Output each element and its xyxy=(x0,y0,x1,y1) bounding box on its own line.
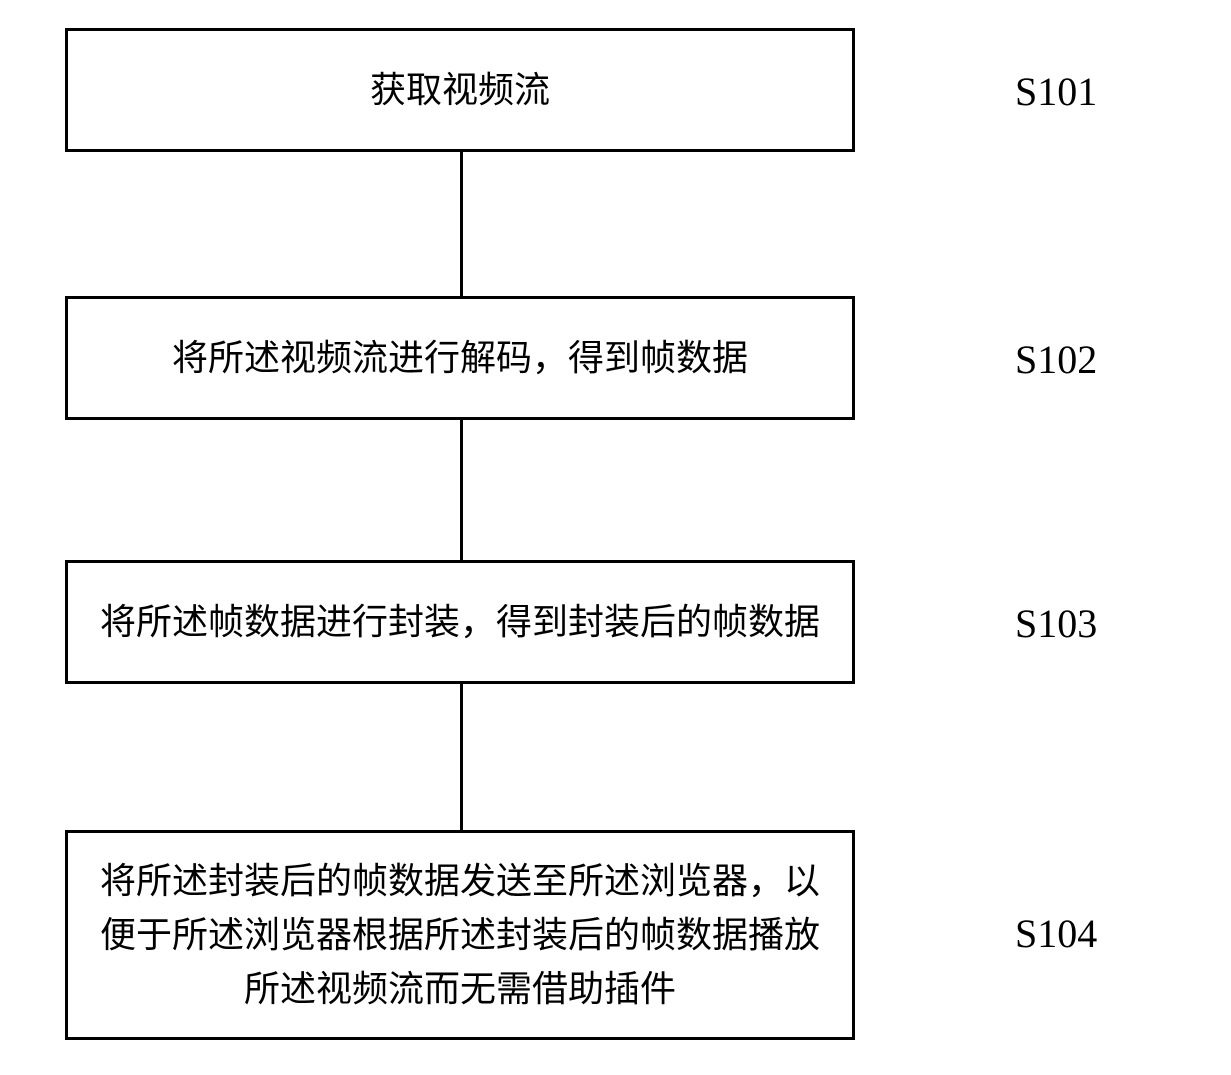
step-box-s103: 将所述帧数据进行封装，得到封装后的帧数据 xyxy=(65,560,855,684)
step-box-s101: 获取视频流 xyxy=(65,28,855,152)
step-text: 获取视频流 xyxy=(370,63,550,117)
connector xyxy=(460,684,463,830)
step-label-s104: S104 xyxy=(1015,910,1097,957)
step-text: 将所述封装后的帧数据发送至所述浏览器，以便于所述浏览器根据所述封装后的帧数据播放… xyxy=(88,854,832,1016)
step-text: 将所述视频流进行解码，得到帧数据 xyxy=(172,331,748,385)
flowchart-canvas: 获取视频流 S101 将所述视频流进行解码，得到帧数据 S102 将所述帧数据进… xyxy=(0,0,1231,1075)
step-text: 将所述帧数据进行封装，得到封装后的帧数据 xyxy=(100,595,820,649)
connector xyxy=(460,420,463,560)
connector xyxy=(460,152,463,296)
step-box-s102: 将所述视频流进行解码，得到帧数据 xyxy=(65,296,855,420)
step-label-s102: S102 xyxy=(1015,336,1097,383)
step-label-s103: S103 xyxy=(1015,600,1097,647)
step-box-s104: 将所述封装后的帧数据发送至所述浏览器，以便于所述浏览器根据所述封装后的帧数据播放… xyxy=(65,830,855,1040)
step-label-s101: S101 xyxy=(1015,68,1097,115)
